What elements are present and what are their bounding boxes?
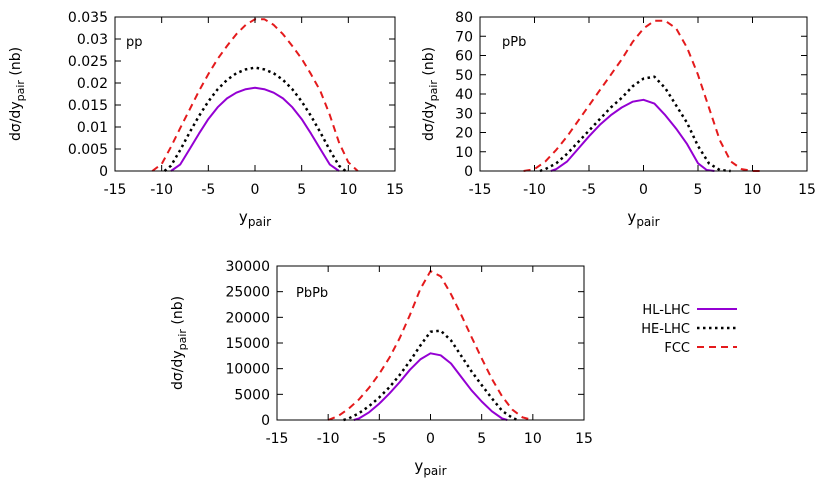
series-line-he-lhc: [163, 66, 347, 172]
legend-item-he-lhc: HE-LHC: [641, 322, 737, 337]
x-tick-label: 10: [339, 182, 357, 198]
y-tick-label: 10: [455, 145, 473, 161]
x-axis-label: ypair: [627, 208, 659, 229]
legend-label-fcc: FCC: [664, 341, 690, 356]
legend-item-fcc: FCC: [664, 341, 737, 356]
x-tick-label: -15: [266, 431, 289, 447]
plot-frame: [114, 16, 396, 172]
y-axis-label: dσ/dypair (nb): [8, 47, 27, 141]
panel-label: pPb: [502, 35, 526, 50]
x-tick-label: 5: [694, 182, 703, 198]
y-tick-label: 0: [99, 164, 108, 180]
x-tick-label: -5: [372, 431, 386, 447]
x-tick-label: 15: [386, 182, 404, 198]
y-tick-label: 0.03: [77, 32, 108, 48]
x-tick-label: 10: [524, 431, 542, 447]
y-tick-label: 10000: [225, 362, 270, 378]
x-tick-label: -10: [150, 182, 173, 198]
x-tick-label: 5: [477, 431, 486, 447]
legend-item-hl-lhc: HL-LHC: [642, 303, 737, 318]
x-axis-label: ypair: [239, 208, 271, 229]
y-tick-label: 80: [455, 10, 473, 26]
series-line-hl-lhc: [353, 352, 508, 421]
y-tick-label: 30: [455, 106, 473, 122]
y-tick-label: 25000: [225, 285, 270, 301]
series-line-hl-lhc: [170, 86, 340, 172]
x-tick-label: 5: [297, 182, 306, 198]
panel-label: PbPb: [296, 286, 328, 301]
y-axis-label: dσ/dypair (nb): [170, 296, 189, 390]
x-axis-label: ypair: [414, 457, 446, 478]
y-tick-label: 40: [455, 87, 473, 103]
y-tick-label: 20000: [225, 310, 270, 326]
y-tick-label: 0.005: [68, 142, 108, 158]
y-tick-label: 60: [455, 49, 473, 65]
x-tick-label: 0: [639, 182, 648, 198]
y-tick-label: 0: [464, 164, 473, 180]
legend-label-hl-lhc: HL-LHC: [642, 303, 690, 318]
series-line-he-lhc: [539, 75, 731, 173]
series-line-hl-lhc: [550, 98, 715, 172]
panel-label: pp: [126, 35, 143, 50]
x-tick-label: -10: [523, 182, 546, 198]
x-tick-label: 15: [575, 431, 593, 447]
y-tick-label: 0.035: [68, 10, 108, 26]
x-tick-label: -15: [469, 182, 492, 198]
chart-panel-pbpb: -15 -10 -5 0 5 10 15 0 5000 10000 15000 20000 25000 3…: [170, 259, 593, 478]
plot-frame: [479, 16, 808, 172]
y-tick-label: 30000: [225, 259, 270, 275]
y-tick-label: 15000: [225, 336, 270, 352]
x-tick-label: 15: [798, 182, 816, 198]
x-tick-label: 0: [251, 182, 260, 198]
y-tick-label: 20: [455, 126, 473, 142]
y-tick-label: 50: [455, 68, 473, 84]
chart-panel-ppb: -15 -10 -5 0 5 10 15 0 10 20 30 40 50 60 70 80 pPb ypair d…: [421, 10, 816, 229]
y-tick-label: 0: [261, 413, 270, 429]
legend: HL-LHC HE-LHC FCC: [641, 303, 737, 356]
x-tick-label: 10: [744, 182, 762, 198]
y-tick-label: 0.01: [77, 120, 108, 136]
y-tick-label: 0.025: [68, 54, 108, 70]
series-line-fcc: [151, 18, 359, 172]
x-tick-label: 0: [426, 431, 435, 447]
chart-panel-pp: -15 -10 -5 0 5 10 15 0 0.005 0.01 0.015 0.02 0.025 0.…: [8, 10, 404, 229]
legend-label-he-lhc: HE-LHC: [641, 322, 690, 337]
series-line-fcc: [327, 270, 534, 421]
x-tick-label: -10: [317, 431, 340, 447]
y-axis-label: dσ/dypair (nb): [421, 47, 440, 141]
y-tick-label: 0.015: [68, 98, 108, 114]
x-tick-label: -5: [582, 182, 596, 198]
y-tick-label: 0.02: [77, 76, 108, 92]
x-tick-label: -15: [104, 182, 127, 198]
x-tick-label: -5: [201, 182, 215, 198]
series-line-fcc: [523, 19, 764, 172]
y-tick-label: 70: [455, 29, 473, 45]
series-line-he-lhc: [343, 329, 518, 422]
y-tick-label: 5000: [234, 387, 270, 403]
